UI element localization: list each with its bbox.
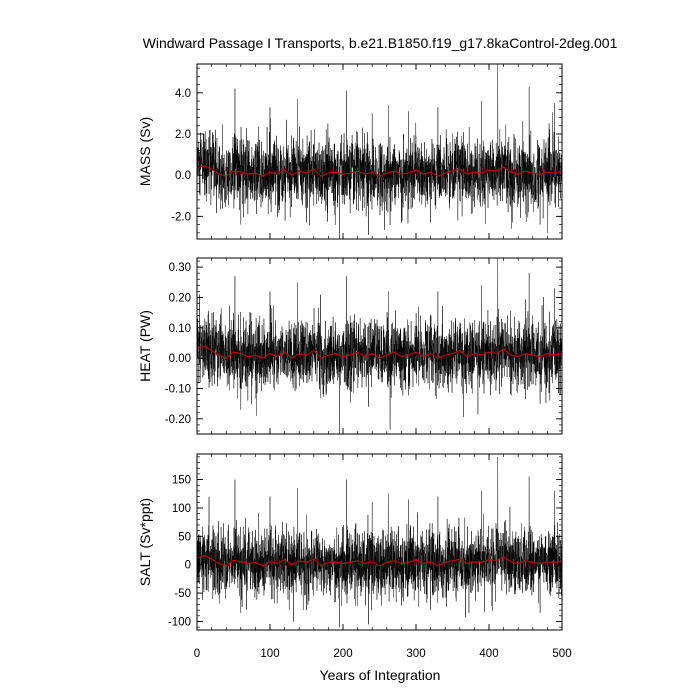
mass-y-axis-label: MASS (Sv) bbox=[137, 117, 153, 186]
salt-y-tick-label: 150 bbox=[172, 475, 191, 487]
heat-monthly-series bbox=[197, 258, 562, 434]
salt-monthly-series bbox=[197, 456, 562, 628]
x-tick-label: 200 bbox=[333, 648, 352, 660]
salt-y-tick-label: 0 bbox=[185, 560, 191, 572]
heat-y-tick-label: 0.10 bbox=[169, 323, 191, 335]
x-tick-label: 300 bbox=[406, 648, 425, 660]
salt-y-tick-label: -100 bbox=[168, 616, 191, 628]
mass-smoothed-series bbox=[197, 165, 562, 177]
salt-y-tick-label: -50 bbox=[174, 588, 191, 600]
mass-y-tick-label: 0.0 bbox=[175, 170, 191, 182]
salt-y-tick-label: 100 bbox=[172, 503, 191, 515]
mass-y-tick-label: 2.0 bbox=[175, 129, 191, 141]
x-tick-label: 500 bbox=[552, 648, 571, 660]
salt-plot-frame bbox=[196, 453, 563, 631]
heat-y-tick-label: -0.20 bbox=[165, 414, 191, 426]
salt-panel: -100 -50 0 50 100 150 SALT (Sv*ppt) 0 100 200 300 4… bbox=[137, 453, 572, 660]
heat-y-tick-label: 0.00 bbox=[169, 353, 191, 365]
chart-title: Windward Passage I Transports, b.e21.B18… bbox=[143, 35, 618, 51]
heat-y-tick-label: 0.30 bbox=[169, 262, 191, 274]
salt-smoothed-series bbox=[197, 555, 562, 567]
heat-smoothed-series bbox=[197, 345, 562, 359]
mass-monthly-series bbox=[197, 64, 562, 239]
heat-y-tick-label: 0.20 bbox=[169, 292, 191, 304]
heat-panel: -0.20 -0.10 0.00 0.10 0.20 0.30 HEAT (PW) bbox=[137, 257, 563, 435]
salt-y-axis-label: SALT (Sv*ppt) bbox=[137, 498, 153, 586]
heat-y-axis-label: HEAT (PW) bbox=[137, 310, 153, 382]
salt-y-tick-label: 50 bbox=[178, 531, 191, 543]
x-axis-label: Years of Integration bbox=[320, 667, 441, 683]
mass-y-tick-label: 4.0 bbox=[175, 88, 191, 100]
heat-y-tick-label: -0.10 bbox=[165, 383, 191, 395]
mass-panel: -2.0 0.0 2.0 4.0 MASS (Sv) bbox=[137, 63, 563, 240]
x-tick-label: 0 bbox=[194, 648, 200, 660]
x-tick-label: 100 bbox=[260, 648, 279, 660]
x-tick-label: 400 bbox=[479, 648, 498, 660]
mass-y-tick-label: -2.0 bbox=[171, 211, 191, 223]
mass-plot-frame bbox=[196, 63, 563, 240]
